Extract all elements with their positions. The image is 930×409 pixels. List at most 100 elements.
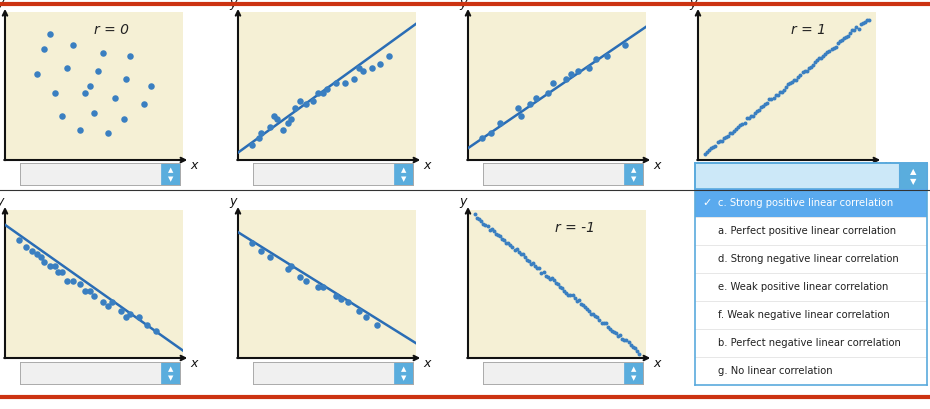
Point [817,51,832,57]
Point [600,53,615,60]
Point [741,115,756,121]
Point [299,278,313,284]
Text: ▲: ▲ [910,167,916,176]
Text: ▲: ▲ [167,366,173,372]
Point [51,269,66,275]
Point [96,50,111,57]
Point [104,299,119,305]
Text: ▲: ▲ [631,167,636,173]
Point [532,265,547,272]
Point [712,138,727,145]
Point [604,328,619,334]
Point [802,64,817,71]
Point [777,86,791,93]
Point [252,135,267,141]
Point [594,319,609,326]
Point [42,263,57,270]
Point [795,69,810,75]
Point [590,313,604,320]
Point [254,130,269,137]
Point [837,34,852,41]
Point [528,263,543,270]
Point [631,351,646,357]
Point [245,142,259,148]
Text: x: x [653,160,660,173]
Point [785,79,800,85]
Point [73,281,87,287]
Text: ▼: ▼ [167,375,173,381]
Point [341,299,356,305]
Point [65,41,80,48]
Point [630,347,644,354]
Point [820,48,835,55]
Point [137,101,152,107]
Point [571,68,586,74]
Point [861,16,876,23]
Point [615,335,630,342]
Point [523,101,538,107]
Point [245,239,259,246]
Text: ✓: ✓ [702,198,711,207]
Point [284,115,299,122]
Bar [161,163,180,185]
Text: ▲: ▲ [860,167,866,173]
Point [608,330,623,337]
Point [525,260,540,267]
Point [369,322,384,329]
Point [822,48,837,54]
Bar [393,163,413,185]
Point [799,68,814,74]
Point [316,90,331,97]
Text: y: y [459,195,466,208]
Point [536,269,551,276]
Point [47,90,62,97]
Point [778,83,793,90]
Point [716,135,731,142]
Point [856,20,870,26]
Point [726,128,741,135]
Bar [161,362,180,384]
Point [328,292,343,299]
Point [830,40,845,46]
Point [119,75,134,82]
Point [513,251,528,257]
Text: y: y [459,0,466,10]
Point [547,276,562,283]
Point [724,130,739,137]
Point [122,53,137,60]
Point [814,55,829,62]
Point [482,226,497,233]
Bar [899,163,927,189]
Point [851,26,866,32]
Point [565,292,580,298]
Point [618,41,632,48]
Point [117,115,132,122]
Point [812,55,827,62]
Point [468,211,483,218]
Point [373,61,388,67]
Text: ▼: ▼ [631,375,636,381]
Point [490,232,505,238]
Text: y: y [689,0,697,10]
Point [476,220,491,227]
Point [574,300,589,307]
Text: r = 1: r = 1 [790,23,826,37]
Bar [393,362,413,384]
Point [359,313,374,320]
Point [601,323,616,330]
Point [750,108,764,114]
Point [36,46,51,52]
Point [768,92,783,98]
Point [275,127,290,134]
Point [805,62,820,68]
Point [589,56,604,63]
Text: b. Perfect negative linear correlation: b. Perfect negative linear correlation [718,338,901,348]
Point [807,59,822,65]
Point [849,24,864,30]
Point [584,310,599,317]
Point [853,21,868,27]
Point [706,144,721,151]
Point [24,248,39,255]
Point [497,237,512,243]
Point [576,302,591,309]
